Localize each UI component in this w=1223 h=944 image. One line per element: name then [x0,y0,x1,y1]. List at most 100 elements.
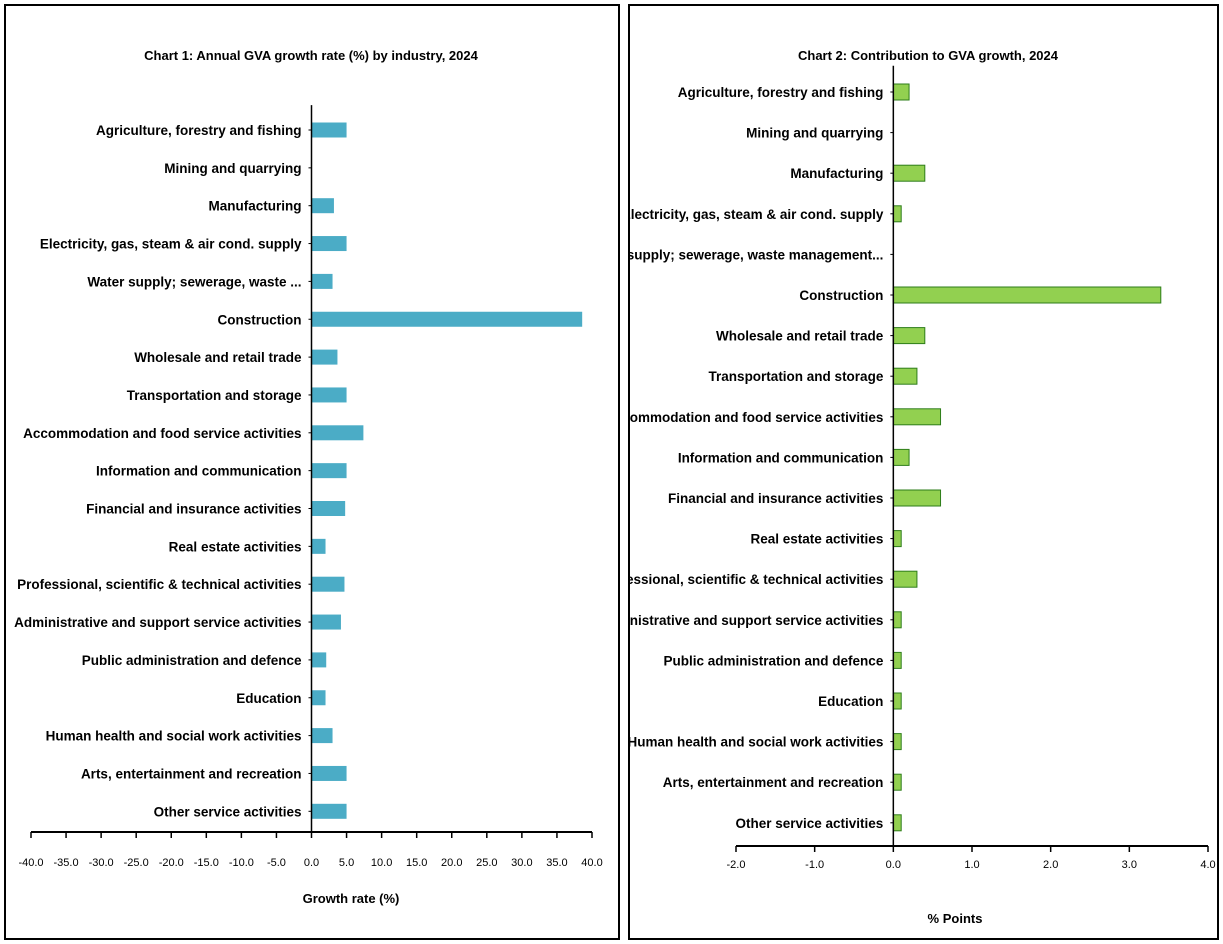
chart-2-title: Chart 2: Contribution to GVA growth, 202… [798,48,1059,63]
chart-2-category-label: Wholesale and retail trade [716,329,884,344]
chart-1-category-label: Manufacturing [209,199,302,214]
chart-1-x-tick-label: -5.0 [267,857,286,869]
chart-1-x-tick-label: -30.0 [89,857,114,869]
chart-2-bar [892,327,926,345]
chart-1-x-tick-label: -15.0 [194,857,219,869]
chart-2-category-label: Financial and insurance activities [668,491,883,506]
chart-1-x-tick-label: 0.0 [304,857,319,869]
chart-1-category-label: Information and communication [96,464,302,479]
chart-1-category-label: Accommodation and food service activitie… [23,426,301,441]
chart-2-category-label: Public administration and defence [664,653,884,668]
chart-1-bar [311,122,347,138]
chart-1-category-label: Public administration and defence [82,653,302,668]
chart-1-title: Chart 1: Annual GVA growth rate (%) by i… [144,48,478,63]
chart-1-x-tick-label: 25.0 [476,857,497,869]
chart-1-x-tick-label: 5.0 [339,857,354,869]
chart-1-category-label: Human health and social work activities [46,729,302,744]
chart-2-bar [892,733,902,751]
chart-2-bar [892,489,942,507]
chart-1-x-tick-label: -35.0 [54,857,79,869]
chart-2-bar [892,570,918,588]
chart-2-bar [892,408,942,426]
chart-1-category-label: Education [236,691,301,706]
chart-2-category-label: Human health and social work activities [630,735,883,750]
chart-1-category-label: Water supply; sewerage, waste ... [87,274,301,289]
chart-2-bar [892,205,902,223]
chart-1-bar [311,387,347,403]
chart-1-bar [311,349,338,365]
chart-1-category-label: Agriculture, forestry and fishing [96,123,302,138]
chart-2-category-label: Real estate activities [751,532,884,547]
chart-2-x-tick-label: 4.0 [1200,859,1215,871]
chart-1-category-label: Electricity, gas, steam & air cond. supp… [40,237,302,252]
chart-2-category-label: Information and communication [678,450,884,465]
chart-2-category-label: Other service activities [735,816,883,831]
chart-1-x-tick-label: 20.0 [441,857,462,869]
chart-1-x-tick-label: 40.0 [581,857,602,869]
chart-2-category-label: Accommodation and food service activitie… [630,410,883,425]
chart-2-panel: Chart 2: Contribution to GVA growth, 202… [628,4,1219,940]
chart-1-x-tick-label: -20.0 [159,857,184,869]
chart-2-x-tick-label: 3.0 [1122,859,1137,871]
chart-2-category-label: Agriculture, forestry and fishing [678,85,884,100]
chart-1-category-label: Arts, entertainment and recreation [81,766,302,781]
chart-1-category-label: Professional, scientific & technical act… [17,577,301,592]
chart-1-category-label: Transportation and storage [127,388,302,403]
chart-2-category-label: Manufacturing [790,166,883,181]
chart-2-category-label: Electricity, gas, steam & air cond. supp… [630,207,884,222]
chart-2-x-tick-label: 1.0 [964,859,979,871]
chart-2-category-label: Administrative and support service activ… [630,613,883,628]
chart-1-x-tick-label: 35.0 [546,857,567,869]
chart-1-x-tick-label: 15.0 [406,857,427,869]
chart-1-bar [311,311,583,327]
chart-2-category-label: Transportation and storage [709,369,884,384]
chart-2-bar [892,611,902,629]
chart-2-category-label: Water supply; sewerage, waste management… [630,247,883,262]
chart-1-x-axis-title: Growth rate (%) [303,891,400,906]
chart-1-svg: Chart 1: Annual GVA growth rate (%) by i… [14,48,603,906]
chart-2-category-label: Arts, entertainment and recreation [663,775,884,790]
chart-1-bar [311,198,334,214]
chart-2-x-tick-label: -2.0 [727,859,746,871]
chart-2-bar [892,367,918,385]
chart-2-bar [892,164,926,182]
chart-1-category-label: Wholesale and retail trade [134,350,302,365]
chart-1-bar [311,803,347,819]
chart-1-category-label: Mining and quarrying [164,161,301,176]
chart-1-bar [311,425,364,441]
chart-2-x-tick-label: 2.0 [1043,859,1058,871]
chart-2-svg: Chart 2: Contribution to GVA growth, 202… [630,48,1216,926]
chart-1-category-label: Financial and insurance activities [86,502,301,517]
chart-1-bar [311,614,341,630]
chart-1-bar [311,652,327,668]
chart-1-bar [311,273,333,289]
chart-2-bar [892,530,902,548]
chart-1-panel: Chart 1: Annual GVA growth rate (%) by i… [4,4,620,940]
chart-1-category-label: Real estate activities [169,539,302,554]
chart-2-category-label: Professional, scientific & technical act… [630,572,883,587]
chart-2-category-label: Construction [799,288,883,303]
chart-2-bar [892,651,902,669]
chart-1-bar [311,501,346,516]
chart-1-category-label: Construction [218,312,302,327]
chart-2-category-label: Education [818,694,883,709]
chart-2-bar [892,692,902,710]
chart-2-bar [892,83,910,101]
chart-1-bar [311,765,347,781]
chart-1-bar [311,236,347,252]
chart-1-bar [311,538,326,554]
chart-1-x-tick-label: -40.0 [18,857,43,869]
chart-1-x-tick-label: 30.0 [511,857,532,869]
chart-2-category-label: Mining and quarrying [746,126,883,141]
chart-2-x-tick-label: 0.0 [886,859,901,871]
chart-1-bar [311,576,345,592]
chart-2-bar [892,286,1162,304]
chart-1-bar [311,690,326,706]
chart-2-x-tick-label: -1.0 [805,859,824,871]
chart-1-category-label: Other service activities [154,804,302,819]
chart-1-x-tick-label: -25.0 [124,857,149,869]
chart-1-bar [311,728,333,744]
chart-2-bar [892,773,902,791]
chart-1-category-label: Administrative and support service activ… [14,615,301,630]
chart-1-x-tick-label: -10.0 [229,857,254,869]
